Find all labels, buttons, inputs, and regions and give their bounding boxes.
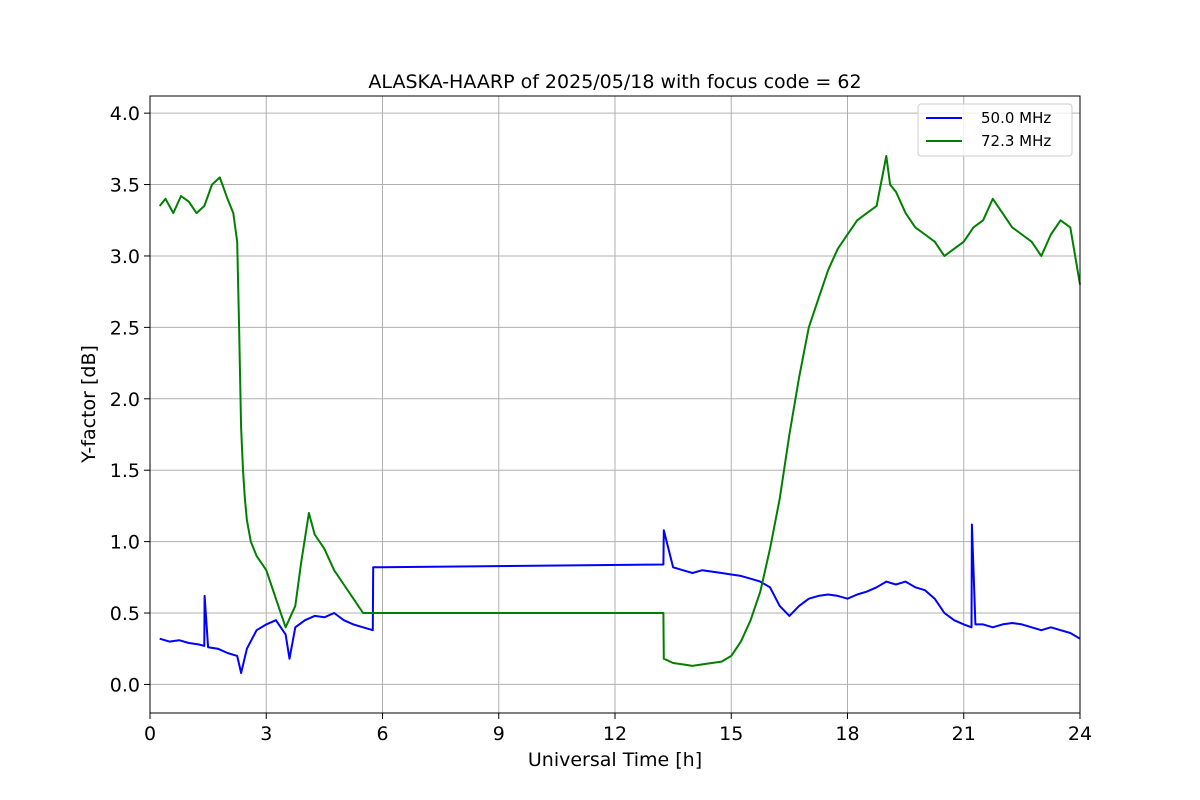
- y-tick-label: 2.0: [110, 389, 140, 411]
- y-tick-label: 4.0: [110, 103, 140, 125]
- y-tick-label: 2.5: [110, 317, 140, 339]
- x-tick-label: 12: [603, 723, 627, 745]
- legend-label: 50.0 MHz: [981, 109, 1051, 127]
- y-axis-label: Y-factor [dB]: [78, 345, 100, 464]
- y-tick-label: 3.0: [110, 246, 140, 268]
- legend: 50.0 MHz 72.3 MHz: [917, 103, 1073, 157]
- series-line-1: [159, 523, 1081, 674]
- series-line-2: [158, 155, 1081, 667]
- y-tick-label: 1.5: [110, 460, 140, 482]
- legend-label: 72.3 MHz: [981, 132, 1051, 150]
- x-tick-label: 15: [719, 723, 743, 745]
- x-axis-label: Universal Time [h]: [528, 749, 702, 771]
- x-tick-label: 24: [1068, 723, 1092, 745]
- x-tick-label: 18: [835, 723, 859, 745]
- x-axis: 0 3 6 9 12 15 18 21 24: [144, 713, 1092, 745]
- y-tick-label: 0.5: [110, 603, 140, 625]
- y-tick-label: 0.0: [110, 674, 140, 696]
- x-tick-label: 21: [952, 723, 976, 745]
- x-tick-label: 9: [493, 723, 505, 745]
- x-tick-label: 3: [260, 723, 272, 745]
- x-tick-label: 6: [376, 723, 388, 745]
- x-tick-label: 0: [144, 723, 156, 745]
- series-layer: [158, 155, 1081, 674]
- y-axis: 0.0 0.5 1.0 1.5 2.0 2.5 3.0 3.5 4.0: [110, 103, 150, 696]
- y-tick-label: 3.5: [110, 175, 140, 197]
- chart-title: ALASKA-HAARP of 2025/05/18 with focus co…: [368, 71, 861, 93]
- y-tick-label: 1.0: [110, 532, 140, 554]
